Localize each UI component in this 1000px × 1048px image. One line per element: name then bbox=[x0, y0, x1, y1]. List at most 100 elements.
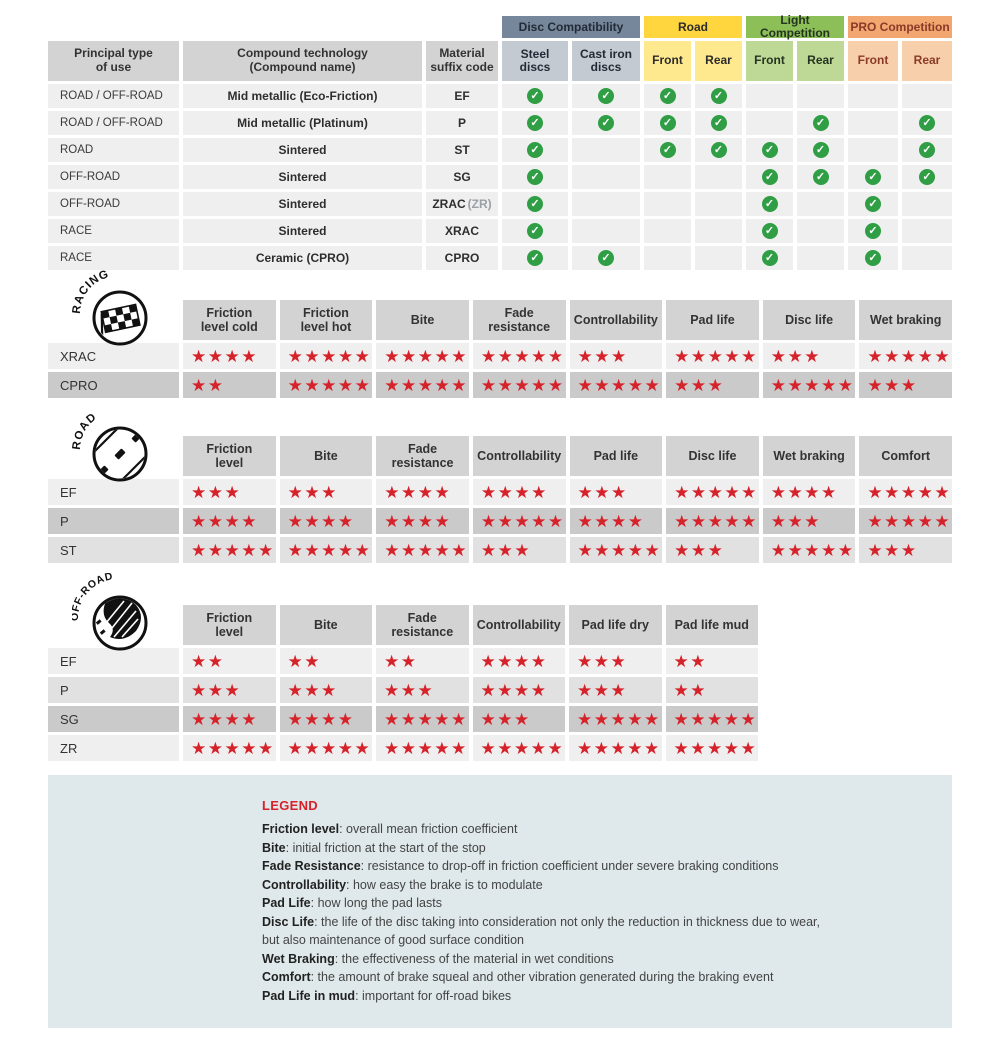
rating-row-label: ZR bbox=[48, 735, 179, 761]
group-header-road: Road bbox=[644, 16, 742, 38]
compat-cell: ✓ bbox=[572, 246, 640, 270]
legend-item: Pad Life: how long the pad lasts bbox=[262, 896, 442, 910]
rating-cell: ★★★ bbox=[472, 537, 566, 563]
rating-cell: ★★★ bbox=[183, 677, 276, 703]
rating-column-header: Controllability bbox=[569, 300, 663, 340]
star-rating: ★★★★★ bbox=[384, 540, 468, 560]
check-icon: ✓ bbox=[710, 88, 727, 104]
group-header-disc-compatibility: Disc Compatibility bbox=[502, 16, 640, 38]
compat-cell bbox=[746, 84, 793, 108]
legend-item: Controllability: how easy the brake is t… bbox=[262, 877, 543, 892]
rating-cell: ★★★★★ bbox=[859, 508, 952, 534]
column-header: Material suffix code bbox=[426, 41, 498, 81]
rating-cell: ★★ bbox=[665, 677, 758, 703]
rating-column-header: Pad life bbox=[569, 436, 663, 476]
rating-row-label: XRAC bbox=[48, 343, 179, 369]
legend-items: Friction level: overall mean friction co… bbox=[262, 820, 912, 1005]
code-cell: EF bbox=[426, 84, 498, 108]
compat-cell bbox=[572, 192, 640, 216]
check-icon: ✓ bbox=[865, 169, 881, 185]
star-rating: ★★★ bbox=[867, 375, 918, 395]
compat-cell: ✓ bbox=[644, 84, 691, 108]
star-rating: ★★★ bbox=[577, 651, 628, 671]
check-icon: ✓ bbox=[659, 88, 676, 104]
compat-cell: ✓ bbox=[848, 246, 898, 270]
star-rating: ★★★★★ bbox=[770, 375, 855, 395]
compat-cell bbox=[572, 165, 640, 189]
rating-column-header: Controllability bbox=[472, 436, 566, 476]
compat-cell bbox=[644, 192, 691, 216]
compat-cell: ✓ bbox=[644, 111, 691, 135]
rating-cell: ★★★★★ bbox=[376, 706, 469, 732]
rating-cell: ★★★ bbox=[762, 508, 856, 534]
legend-title: LEGEND bbox=[262, 798, 318, 813]
rating-cell: ★★★★★ bbox=[859, 343, 952, 369]
code-cell: CPRO bbox=[426, 246, 498, 270]
star-rating: ★★★★ bbox=[770, 482, 838, 502]
compat-cell bbox=[848, 138, 898, 162]
use-cell: ROAD / OFF-ROAD bbox=[48, 111, 179, 135]
compat-cell bbox=[644, 165, 691, 189]
rating-cell: ★★★★★ bbox=[666, 479, 759, 505]
rating-cell: ★★★★ bbox=[183, 508, 276, 534]
check-icon: ✓ bbox=[598, 115, 614, 131]
racing-rating-section: RACING Friction level cold Friction level… bbox=[48, 268, 952, 398]
compat-cell: ✓ bbox=[797, 138, 844, 162]
star-rating: ★★★ bbox=[770, 511, 821, 531]
compat-cell bbox=[797, 192, 844, 216]
star-rating: ★★★★ bbox=[480, 651, 548, 671]
check-icon: ✓ bbox=[527, 169, 543, 185]
rating-cell: ★★★★★ bbox=[569, 372, 663, 398]
legend-term: Controllability bbox=[262, 877, 347, 892]
compatibility-table: Disc Compatibility Road Light Competition P… bbox=[48, 14, 952, 270]
rating-cell: ★★★★★ bbox=[183, 537, 276, 563]
compat-cell: ✓ bbox=[848, 219, 898, 243]
star-rating: ★★★★ bbox=[191, 511, 258, 531]
rating-column-header: Bite bbox=[376, 300, 469, 340]
compat-cell: ✓ bbox=[797, 165, 844, 189]
use-cell: ROAD / OFF-ROAD bbox=[48, 84, 179, 108]
rating-row-label: EF bbox=[48, 648, 179, 674]
rating-column-header: Fade resistance bbox=[376, 436, 469, 476]
rating-column-header: Wet braking bbox=[859, 300, 952, 340]
check-icon: ✓ bbox=[919, 142, 935, 158]
rating-cell: ★★★★★ bbox=[665, 735, 758, 761]
compat-cell bbox=[644, 219, 691, 243]
star-rating: ★★★★ bbox=[287, 709, 355, 729]
compat-cell bbox=[848, 84, 898, 108]
legend-item: Wet Braking: the effectiveness of the ma… bbox=[262, 951, 614, 966]
star-rating: ★★★★★ bbox=[674, 346, 758, 366]
use-cell: OFF-ROAD bbox=[48, 192, 179, 216]
star-rating: ★★★★★ bbox=[577, 375, 662, 395]
rating-row-label: SG bbox=[48, 706, 179, 732]
rating-cell: ★★★ bbox=[279, 677, 372, 703]
compound-cell: Sintered bbox=[183, 165, 422, 189]
check-icon: ✓ bbox=[865, 250, 881, 266]
star-rating: ★★★★★ bbox=[480, 511, 565, 531]
code-cell: ZRAC (ZR) bbox=[426, 192, 498, 216]
compat-cell bbox=[797, 246, 844, 270]
compound-cell: Sintered bbox=[183, 192, 422, 216]
compat-cell: ✓ bbox=[695, 84, 742, 108]
star-rating: ★★★ bbox=[480, 540, 532, 560]
compatibility-grid: Disc Compatibility Road Light Competition P… bbox=[48, 14, 952, 270]
check-icon: ✓ bbox=[761, 142, 778, 158]
check-icon: ✓ bbox=[527, 115, 543, 131]
legend-term: Comfort bbox=[262, 970, 311, 984]
compat-cell: ✓ bbox=[746, 219, 793, 243]
star-rating: ★★ bbox=[673, 651, 707, 671]
rating-cell: ★★★ bbox=[376, 677, 469, 703]
rating-cell: ★★★★ bbox=[569, 508, 663, 534]
check-icon: ✓ bbox=[598, 88, 614, 104]
star-rating: ★★★★★ bbox=[191, 738, 275, 758]
star-rating: ★★★★★ bbox=[384, 709, 468, 729]
check-icon: ✓ bbox=[761, 223, 778, 239]
offroad-rating-grid: Friction level Bite Fade resistance Control… bbox=[48, 605, 952, 761]
rating-cell: ★★ bbox=[376, 648, 469, 674]
use-cell: RACE bbox=[48, 246, 179, 270]
rating-cell: ★★★★★ bbox=[376, 735, 469, 761]
compat-cell: ✓ bbox=[746, 138, 793, 162]
compat-cell bbox=[797, 84, 844, 108]
compat-cell: ✓ bbox=[746, 246, 793, 270]
